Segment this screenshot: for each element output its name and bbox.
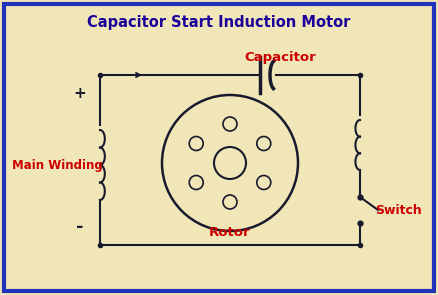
Text: +: + <box>74 86 86 101</box>
Text: -: - <box>76 218 84 236</box>
Text: Capacitor: Capacitor <box>244 52 316 65</box>
Text: Capacitor Start Induction Motor: Capacitor Start Induction Motor <box>87 14 351 30</box>
Text: Rotor: Rotor <box>209 227 251 240</box>
Text: Switch: Switch <box>375 204 422 217</box>
Text: Main Winding: Main Winding <box>12 158 103 171</box>
